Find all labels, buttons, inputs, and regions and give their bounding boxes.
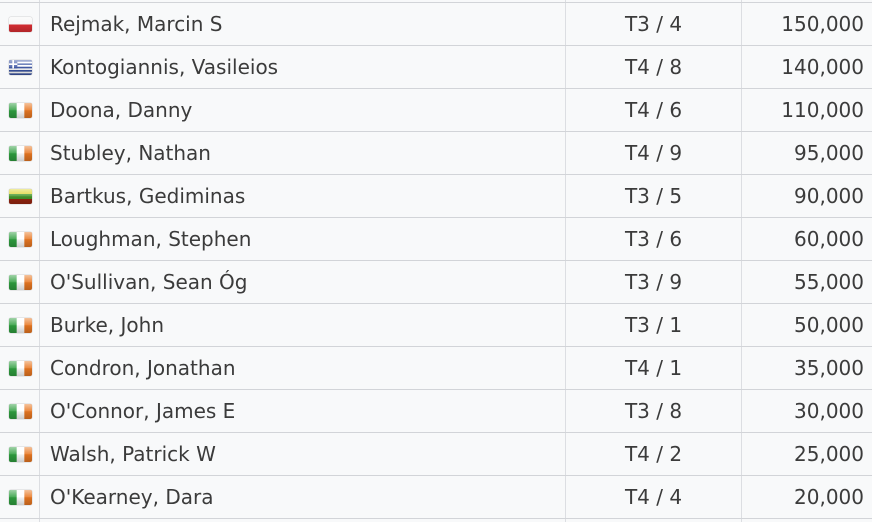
ireland-flag-icon	[9, 403, 32, 419]
chip-count: 55,000	[794, 270, 864, 294]
table-row: Walsh, Patrick W T4 / 2 25,000	[0, 433, 872, 476]
player-name: Bartkus, Gediminas	[50, 184, 246, 208]
table-seat: T3 / 8	[565, 390, 742, 432]
player-name-cell	[40, 0, 565, 2]
player-name: Stubley, Nathan	[50, 141, 211, 165]
ireland-flag-icon	[9, 360, 32, 376]
table-row: O'Sullivan, Sean Óg T3 / 9 55,000	[0, 261, 872, 304]
player-name: Loughman, Stephen	[50, 227, 252, 251]
table-seat: T4 / 2	[565, 433, 742, 475]
player-name: Burke, John	[50, 313, 164, 337]
chip-count: 110,000	[781, 98, 864, 122]
table-row: Stubley, Nathan T4 / 9 95,000	[0, 132, 872, 175]
table-seat: T4 / 8	[565, 46, 742, 88]
flag-cell	[0, 433, 40, 475]
table-row: Loughman, Stephen T3 / 6 60,000	[0, 218, 872, 261]
table-row: Rejmak, Marcin S T3 / 4 150,000	[0, 3, 872, 46]
table-row: Kontogiannis, Vasileios T4 / 8 140,000	[0, 46, 872, 89]
table-seat: T3 / 5	[565, 175, 742, 217]
chip-count-cell	[742, 0, 872, 2]
flag-cell	[0, 476, 40, 518]
table-row: Bartkus, Gediminas T3 / 5 90,000	[0, 175, 872, 218]
table-seat: T3 / 4	[565, 3, 742, 45]
flag-cell	[0, 304, 40, 346]
chip-count: 35,000	[794, 356, 864, 380]
player-name: Rejmak, Marcin S	[50, 12, 223, 36]
flag-cell	[0, 46, 40, 88]
poland-flag-icon	[9, 16, 32, 32]
ireland-flag-icon	[9, 145, 32, 161]
table-seat: T3 / 9	[565, 261, 742, 303]
table-row: O'Kearney, Dara T4 / 4 20,000	[0, 476, 872, 519]
player-name: O'Kearney, Dara	[50, 485, 214, 509]
table-seat: T4 / 4	[565, 476, 742, 518]
table-row: O'Connor, James E T3 / 8 30,000	[0, 390, 872, 433]
flag-cell	[0, 0, 40, 2]
player-name: Doona, Danny	[50, 98, 193, 122]
table-seat-cell	[565, 519, 742, 522]
ireland-flag-icon	[9, 102, 32, 118]
chip-count-table: Rejmak, Marcin S T3 / 4 150,000 Kontogia…	[0, 3, 872, 519]
table-seat: T3 / 6	[565, 218, 742, 260]
table-seat: T4 / 9	[565, 132, 742, 174]
flag-cell	[0, 390, 40, 432]
player-name: O'Connor, James E	[50, 399, 236, 423]
ireland-flag-icon	[9, 231, 32, 247]
chip-count: 25,000	[794, 442, 864, 466]
greece-flag-icon	[9, 59, 32, 75]
player-name: Kontogiannis, Vasileios	[50, 55, 279, 79]
chip-count: 30,000	[794, 399, 864, 423]
ireland-flag-icon	[9, 317, 32, 333]
ireland-flag-icon	[9, 489, 32, 505]
player-name: O'Sullivan, Sean Óg	[50, 270, 248, 294]
player-name: Condron, Jonathan	[50, 356, 236, 380]
table-seat: T4 / 1	[565, 347, 742, 389]
flag-cell	[0, 519, 40, 522]
chip-count: 95,000	[794, 141, 864, 165]
flag-cell	[0, 347, 40, 389]
flag-cell	[0, 89, 40, 131]
chip-count: 90,000	[794, 184, 864, 208]
table-row: Doona, Danny T4 / 6 110,000	[0, 89, 872, 132]
lithuania-flag-icon	[9, 188, 32, 204]
chip-count: 140,000	[781, 55, 864, 79]
flag-cell	[0, 132, 40, 174]
flag-cell	[0, 175, 40, 217]
table-seat: T3 / 1	[565, 304, 742, 346]
ireland-flag-icon	[9, 446, 32, 462]
partial-row-top	[0, 0, 872, 3]
chip-count: 150,000	[781, 12, 864, 36]
partial-row-bottom	[0, 519, 872, 522]
chip-count: 50,000	[794, 313, 864, 337]
flag-cell	[0, 261, 40, 303]
table-seat: T4 / 6	[565, 89, 742, 131]
flag-cell	[0, 218, 40, 260]
chip-count: 60,000	[794, 227, 864, 251]
chip-count: 20,000	[794, 485, 864, 509]
table-row: Burke, John T3 / 1 50,000	[0, 304, 872, 347]
table-row: Condron, Jonathan T4 / 1 35,000	[0, 347, 872, 390]
flag-cell	[0, 3, 40, 45]
ireland-flag-icon	[9, 274, 32, 290]
player-name: Walsh, Patrick W	[50, 442, 216, 466]
table-seat-cell	[565, 0, 742, 2]
